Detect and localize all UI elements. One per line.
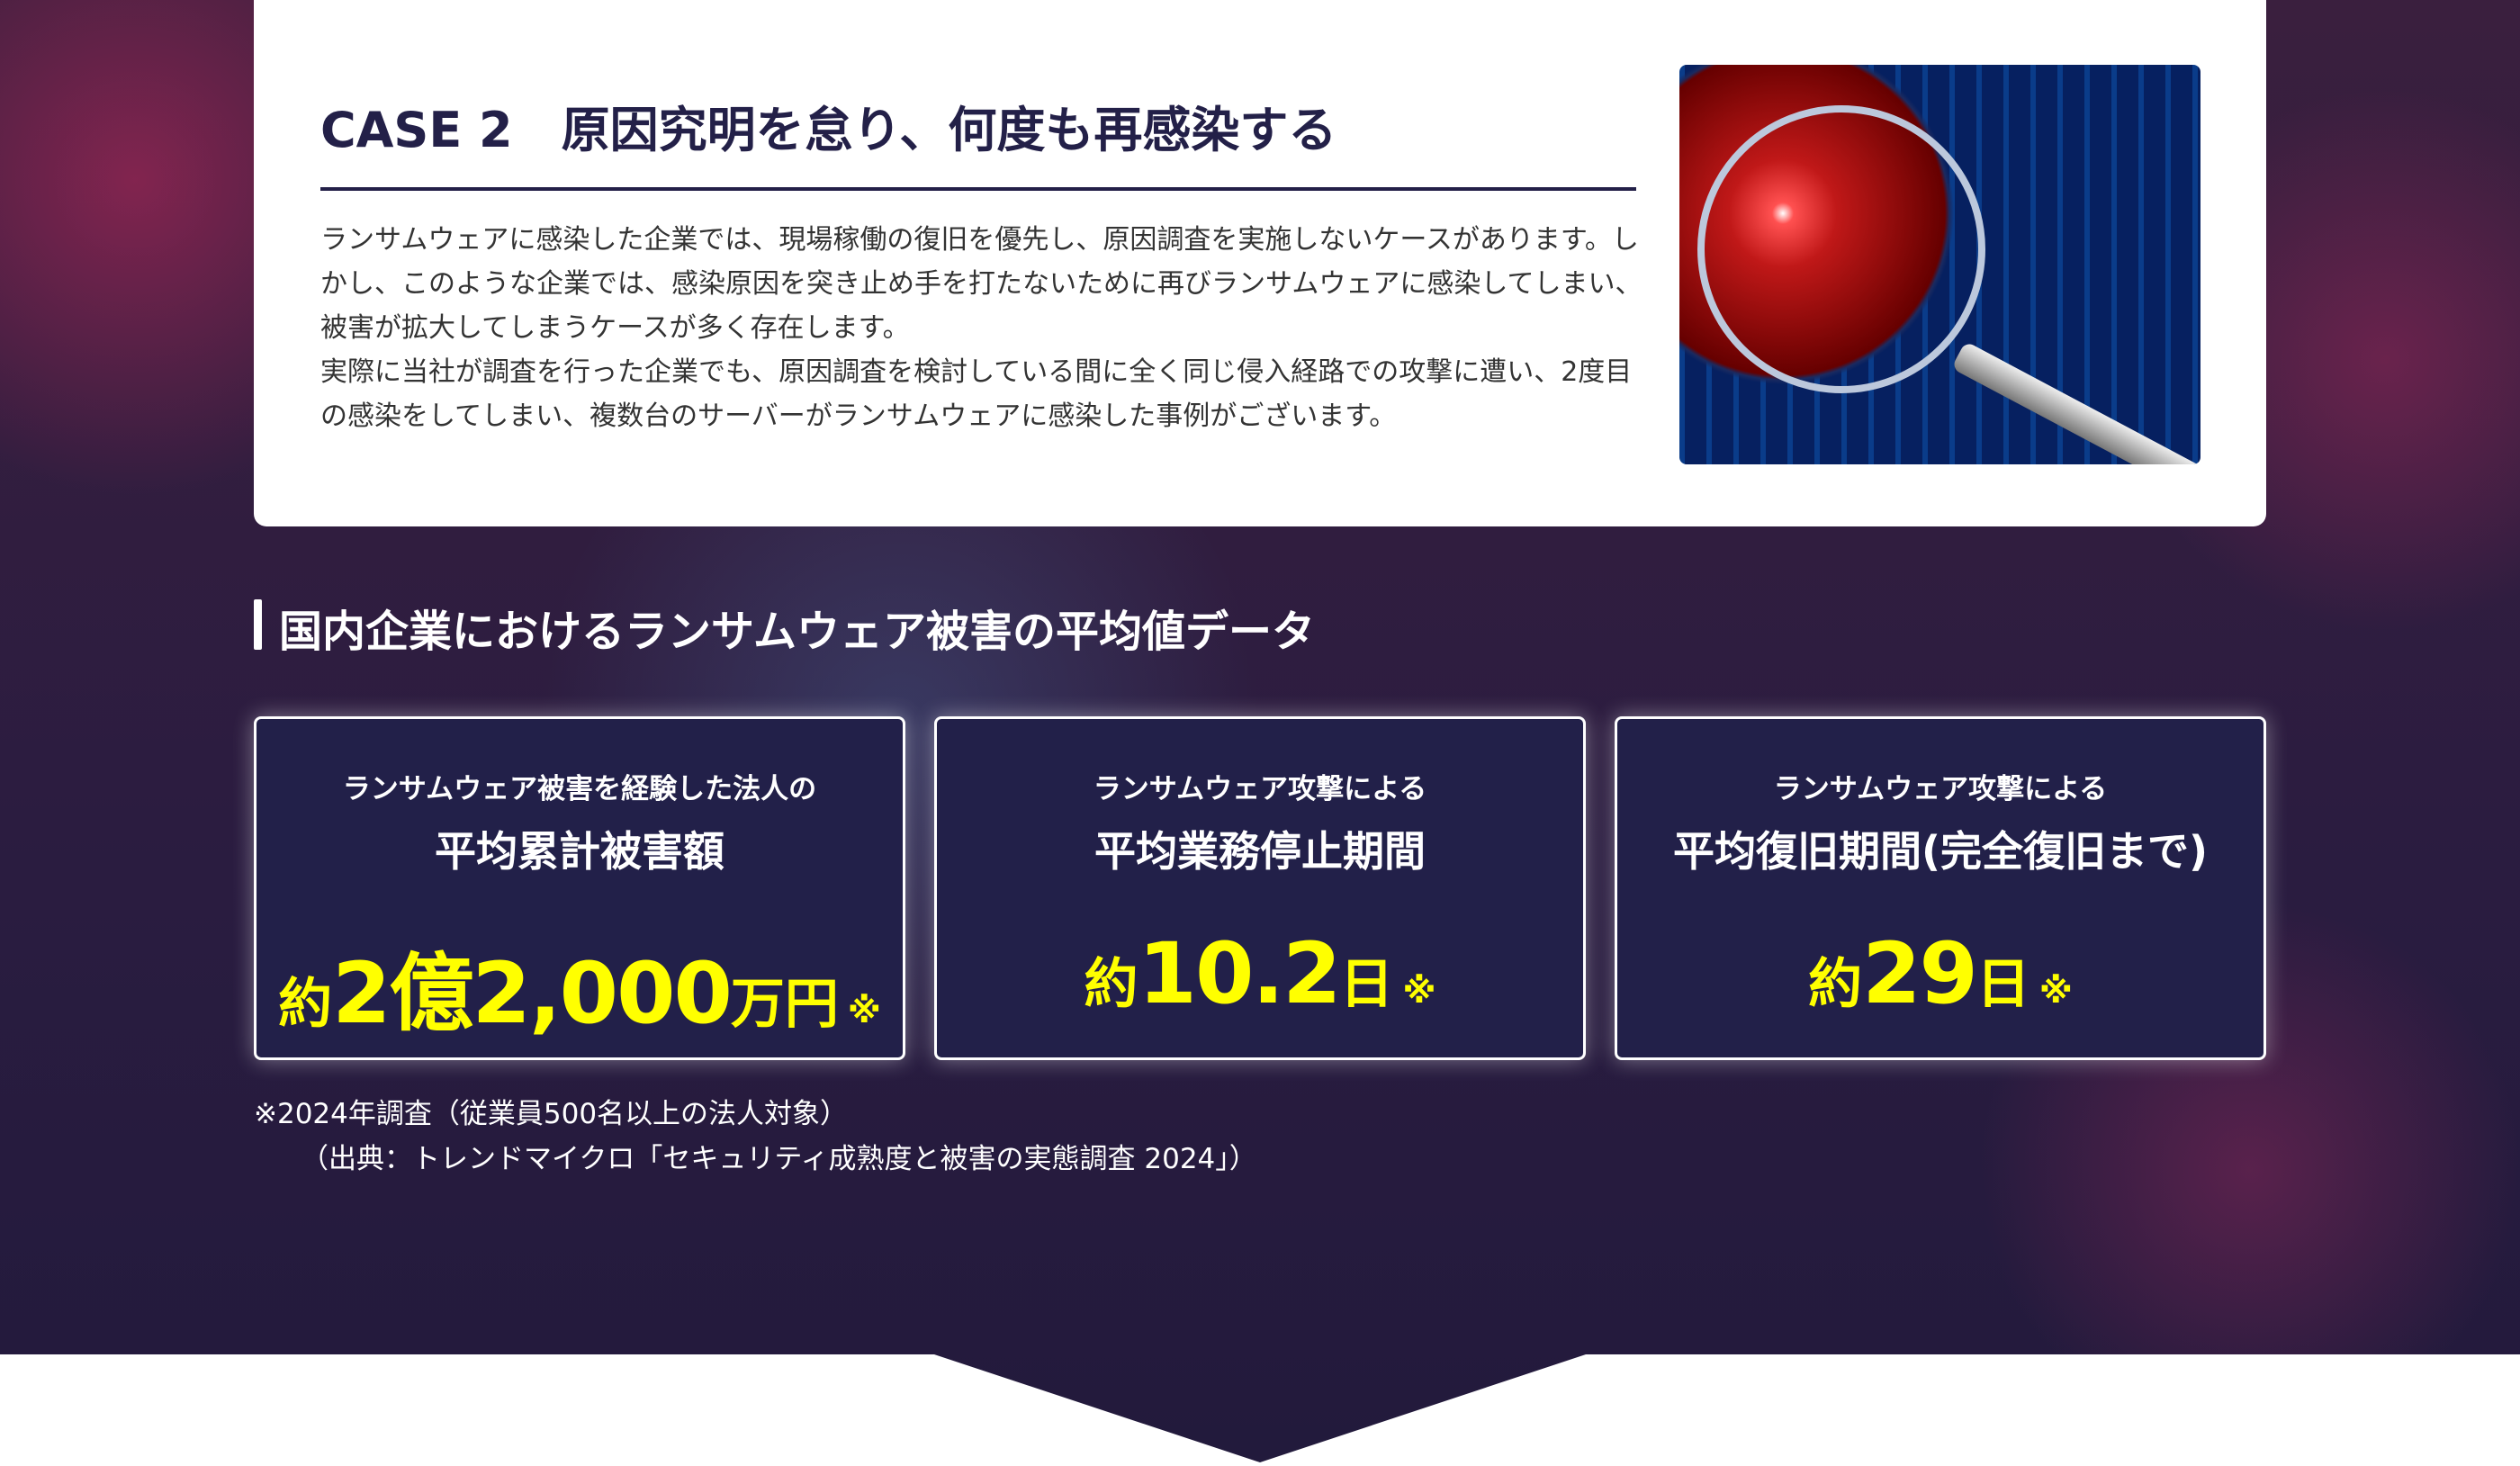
footnote-survey: ※2024年調査（従業員500名以上の法人対象）: [254, 1098, 849, 1130]
stat-small-label: ランサムウェア攻撃による: [1773, 773, 2108, 805]
note-mark: ※: [2038, 971, 2073, 1011]
footnote-source: （出典：トレンドマイクロ「セキュリティ成熟度と被害の実態調査 2024」）: [301, 1143, 1257, 1175]
case-paragraph: ランサムウェアに感染した企業では、現場稼働の復旧を優先し、原因調査を実施しないケ…: [320, 224, 1642, 344]
stat-small-label: ランサムウェア攻撃による: [1093, 773, 1427, 805]
note-mark: ※: [1402, 971, 1436, 1011]
case-paragraph: 実際に当社が調査を行った企業でも、原因調査を検討している間に全く同じ侵入経路での…: [320, 356, 1633, 432]
stat-value: 約10.2日 ※: [937, 925, 1583, 1023]
stat-card-damage: ランサムウェア被害を経験した法人の 平均累計被害額 約2億2,000万円 ※: [254, 716, 905, 1060]
handle-icon: [1951, 340, 2200, 464]
unit: 日: [1976, 953, 2030, 1016]
unit: 万円: [730, 973, 839, 1036]
case-title: CASE 2 原因究明を怠り、何度も再感染する: [320, 102, 1337, 158]
footnote: ※2024年調査（従業員500名以上の法人対象） （出典：トレンドマイクロ「セキ…: [254, 1092, 1257, 1182]
prefix: 約: [278, 973, 333, 1036]
section-title: 国内企業におけるランサムウェア被害の平均値データ: [254, 596, 1315, 659]
case-body: ランサムウェアに感染した企業では、現場稼働の復旧を優先し、原因調査を実施しないケ…: [320, 218, 1643, 438]
bottom-arrow-divider: [0, 1354, 2520, 1466]
stat-label: 平均累計被害額: [435, 827, 724, 876]
number: 29: [1862, 925, 1978, 1023]
number: 2億2,000: [332, 945, 733, 1043]
number: 10.2: [1138, 925, 1342, 1023]
stat-card-recovery: ランサムウェア攻撃による 平均復旧期間(完全復旧まで) 約29日 ※: [1615, 716, 2266, 1060]
magnifying-glass-image: [1679, 65, 2200, 464]
unit: 日: [1339, 953, 1394, 1016]
stat-card-downtime: ランサムウェア攻撃による 平均業務停止期間 約10.2日 ※: [934, 716, 1586, 1060]
stat-value: 約29日 ※: [1617, 925, 2264, 1023]
stat-value: 約2億2,000万円 ※: [256, 925, 903, 1048]
prefix: 約: [1808, 953, 1863, 1016]
stat-label: 平均復旧期間(完全復旧まで): [1672, 827, 2209, 876]
prefix: 約: [1084, 953, 1138, 1016]
lens-icon: [1697, 105, 1985, 393]
stat-small-label: ランサムウェア被害を経験した法人の: [342, 773, 817, 805]
stat-label: 平均業務停止期間: [1094, 827, 1426, 876]
note-mark: ※: [847, 991, 881, 1030]
case-card: CASE 2 原因究明を怠り、何度も再感染する ランサムウェアに感染した企業では…: [254, 0, 2266, 526]
title-divider: [320, 187, 1636, 191]
